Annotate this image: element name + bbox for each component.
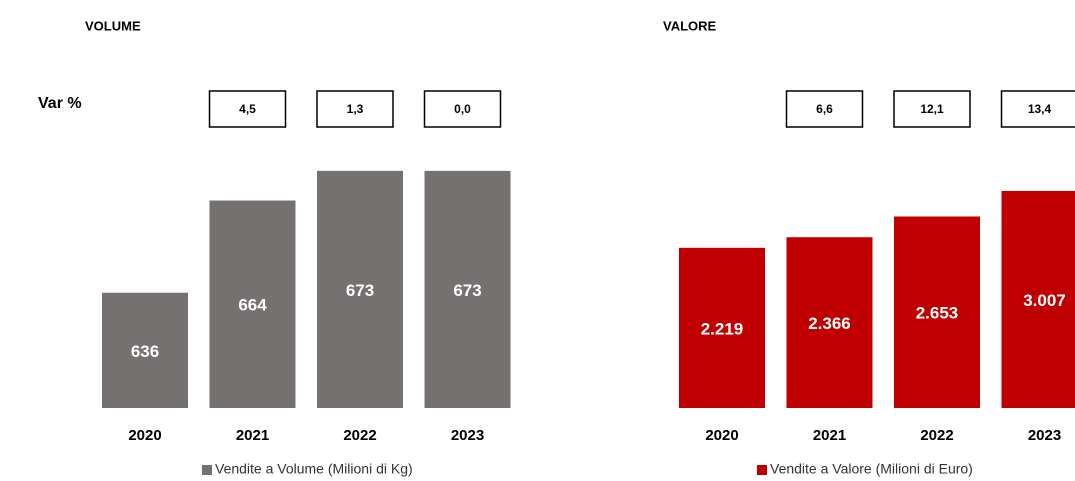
- var-box: [208, 90, 287, 128]
- bar: [679, 247, 765, 408]
- var-box: [316, 90, 394, 128]
- x-tick-label: 2022: [343, 427, 376, 444]
- var-box: [423, 90, 502, 128]
- var-box: [1000, 90, 1075, 128]
- var-value: 1,3: [347, 102, 364, 116]
- data-label: 2.219: [701, 319, 744, 338]
- chart-title: VOLUME: [85, 18, 141, 33]
- x-tick-label: 2021: [236, 427, 269, 444]
- data-label: 2.653: [916, 304, 959, 323]
- bar: [317, 170, 403, 408]
- data-label: 673: [453, 281, 481, 300]
- x-tick-label: 2023: [451, 427, 484, 444]
- x-tick-label: 2021: [813, 427, 846, 444]
- bar: [209, 200, 296, 408]
- bar: [102, 292, 188, 408]
- var-value: 12,1: [920, 102, 944, 116]
- var-value: 4,5: [239, 102, 256, 116]
- legend-swatch: [202, 465, 212, 475]
- legend-label: Vendite a Volume (Milioni di Kg): [215, 461, 413, 477]
- x-tick-label: 2020: [128, 427, 161, 444]
- data-label: 3.007: [1023, 291, 1066, 310]
- x-tick-label: 2023: [1028, 427, 1061, 444]
- var-box: [893, 90, 971, 128]
- var-box: [785, 90, 864, 128]
- var-value: 13,4: [1028, 102, 1052, 116]
- data-label: 673: [346, 281, 374, 300]
- bar: [1001, 190, 1075, 408]
- var-value: 6,6: [816, 102, 833, 116]
- bar: [424, 170, 511, 408]
- bar: [894, 216, 980, 408]
- legend-label: Vendite a Valore (Milioni di Euro): [770, 461, 973, 477]
- legend-swatch: [757, 465, 767, 475]
- var-label: Var %: [38, 95, 82, 112]
- data-label: 636: [131, 342, 159, 361]
- x-tick-label: 2020: [705, 427, 738, 444]
- chart-title: VALORE: [663, 18, 717, 33]
- bar: [786, 237, 873, 408]
- var-value: 0,0: [454, 102, 471, 116]
- x-tick-label: 2022: [920, 427, 953, 444]
- data-label: 664: [238, 296, 267, 315]
- data-label: 2.366: [808, 314, 851, 333]
